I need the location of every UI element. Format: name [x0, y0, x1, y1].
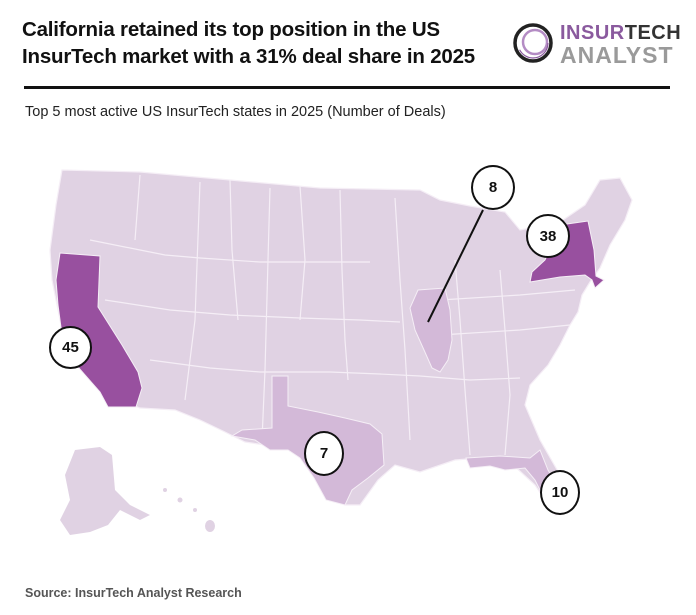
- logo-line2: ANALYST: [560, 42, 674, 68]
- callout-florida: 10: [540, 470, 580, 515]
- source-note: Source: InsurTech Analyst Research: [25, 586, 242, 600]
- logo-ring-icon: [513, 23, 553, 63]
- callout-california: 45: [49, 326, 92, 369]
- state-illinois: [409, 287, 453, 373]
- insurtech-analyst-logo: INSURTECH ANALYST: [508, 18, 688, 68]
- logo-line1: INSURTECH: [560, 22, 682, 44]
- chart-subtitle: Top 5 most active US InsurTech states in…: [25, 104, 446, 120]
- state-hawaii: [163, 488, 215, 532]
- header-divider: [24, 86, 670, 89]
- callout-illinois: 8: [471, 165, 515, 210]
- state-new-york: [529, 220, 605, 289]
- callout-texas: 7: [304, 431, 344, 476]
- state-alaska: [60, 447, 150, 535]
- us-map: [49, 169, 633, 535]
- state-california: [55, 252, 143, 408]
- illinois-leader-line: [427, 209, 484, 323]
- chart-title: California retained its top position in …: [22, 18, 476, 68]
- state-florida: [465, 449, 569, 516]
- callout-new-york: 38: [526, 214, 570, 258]
